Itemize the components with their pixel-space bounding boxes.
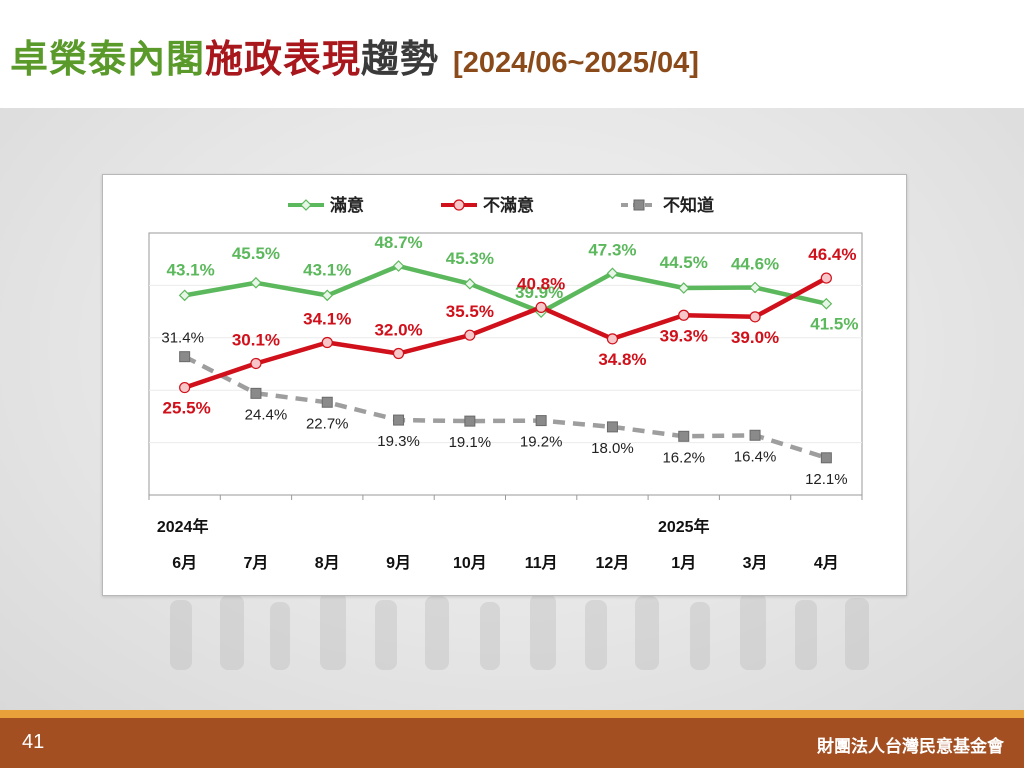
title-part-cabinet: 卓榮泰內閣: [10, 37, 206, 81]
data-point-1-0: [179, 381, 191, 394]
data-point-0-7: [677, 282, 690, 294]
data-label-2-6: 18.0%: [591, 440, 634, 457]
data-point-2-5: [535, 415, 547, 427]
data-label-2-1: 24.4%: [245, 406, 288, 423]
data-label-0-0: 43.1%: [167, 260, 215, 279]
data-point-2-3: [393, 414, 405, 426]
data-label-1-4: 35.5%: [446, 302, 494, 321]
data-label-0-5: 39.9%: [515, 283, 563, 302]
data-label-2-9: 12.1%: [805, 471, 848, 488]
footer-accent-strip: [0, 710, 1024, 718]
legend-label-1: 不滿意: [483, 195, 534, 215]
data-point-2-9: [820, 452, 832, 464]
data-point-1-8: [749, 311, 761, 323]
footer-bar: 41 財團法人台灣民意基金會: [0, 718, 1024, 768]
series-line-1: [183, 276, 828, 390]
data-label-2-2: 22.7%: [306, 415, 349, 432]
crowd-silhouette-decoration: [170, 592, 869, 670]
year-label-0: 2024年: [157, 517, 209, 536]
data-point-1-7: [678, 309, 690, 321]
series-line-0: [184, 263, 827, 315]
x-tick-label-0: 6月: [172, 554, 197, 572]
data-point-0-6: [606, 267, 619, 280]
data-point-1-1: [250, 357, 262, 370]
data-label-0-8: 44.6%: [731, 254, 779, 273]
x-tick-label-3: 9月: [386, 554, 411, 572]
legend-marker-2: [633, 199, 645, 211]
page-number: 41: [22, 731, 45, 753]
data-point-1-2: [321, 336, 333, 349]
data-point-0-9: [820, 297, 833, 310]
organization-name: 財團法人台灣民意基金會: [817, 737, 1004, 757]
data-label-0-1: 45.5%: [232, 244, 280, 263]
page-title: 卓榮泰內閣施政表現趨勢 [2024/06~2025/04]: [10, 28, 699, 88]
data-label-1-5: 40.8%: [517, 274, 565, 293]
legend-label-2: 不知道: [663, 195, 714, 215]
chart-panel: 滿意 不滿意 不知道 43.1% 45.5% 43.1% 48.7% 45.3% 39.9% 47…: [102, 174, 907, 596]
data-point-2-2: [321, 396, 333, 408]
data-point-1-3: [392, 347, 405, 360]
data-point-0-2: [321, 289, 334, 302]
data-point-2-4: [464, 415, 476, 427]
data-point-0-3: [392, 260, 405, 272]
data-point-2-0: [179, 351, 191, 363]
data-point-0-1: [250, 276, 262, 289]
x-tick-label-8: 3月: [743, 554, 768, 572]
data-point-0-4: [464, 277, 476, 290]
legend-marker-0: [300, 199, 312, 211]
line-chart: 滿意 不滿意 不知道 43.1% 45.5% 43.1% 48.7% 45.3% 39.9% 47…: [148, 195, 863, 572]
data-point-1-4: [464, 329, 476, 341]
legend-marker-1: [453, 199, 465, 211]
title-part-trend: 趨勢: [361, 37, 440, 81]
series-line-2: [183, 354, 828, 460]
data-label-0-6: 47.3%: [588, 240, 636, 259]
data-point-2-1: [250, 387, 262, 399]
data-label-2-0: 31.4%: [161, 330, 204, 347]
title-date-range: [2024/06~2025/04]: [453, 47, 699, 79]
year-label-1: 2025年: [658, 517, 710, 536]
data-label-1-0: 25.5%: [163, 399, 211, 418]
data-label-2-4: 19.1%: [449, 434, 492, 451]
data-label-0-2: 43.1%: [303, 260, 351, 279]
data-label-1-1: 30.1%: [232, 330, 280, 349]
x-tick-label-7: 1月: [671, 554, 696, 572]
data-point-1-9: [820, 272, 832, 284]
x-tick-label-6: 12月: [596, 554, 630, 572]
x-tick-label-4: 10月: [453, 554, 487, 572]
data-point-0-0: [178, 289, 191, 302]
data-label-1-9: 46.4%: [808, 245, 856, 264]
data-point-1-5: [535, 301, 547, 314]
title-part-performance: 施政表現: [205, 37, 362, 81]
data-label-2-8: 16.4%: [734, 448, 777, 465]
data-label-1-2: 34.1%: [303, 310, 351, 329]
data-label-2-7: 16.2%: [662, 449, 705, 466]
data-label-0-7: 44.5%: [660, 253, 708, 272]
plot-area: [148, 232, 863, 496]
data-point-0-8: [749, 281, 761, 294]
data-label-0-3: 48.7%: [374, 233, 422, 252]
data-point-1-6: [606, 333, 619, 345]
data-label-0-9: 41.5%: [810, 315, 858, 334]
data-point-2-6: [606, 421, 618, 433]
data-label-2-5: 19.2%: [520, 434, 563, 451]
data-label-0-4: 45.3%: [446, 249, 494, 268]
data-label-1-6: 34.8%: [598, 350, 646, 369]
x-tick-label-1: 7月: [243, 554, 268, 572]
legend-label-0: 滿意: [330, 195, 364, 215]
x-tick-label-9: 4月: [814, 554, 839, 572]
x-tick-label-2: 8月: [315, 554, 340, 572]
x-tick-label-5: 11月: [525, 554, 558, 572]
data-label-1-8: 39.0%: [731, 328, 779, 347]
data-point-2-7: [678, 430, 690, 442]
data-point-2-8: [749, 429, 761, 441]
data-label-1-3: 32.0%: [374, 321, 422, 340]
data-label-1-7: 39.3%: [660, 326, 708, 345]
data-label-2-3: 19.3%: [377, 433, 420, 450]
